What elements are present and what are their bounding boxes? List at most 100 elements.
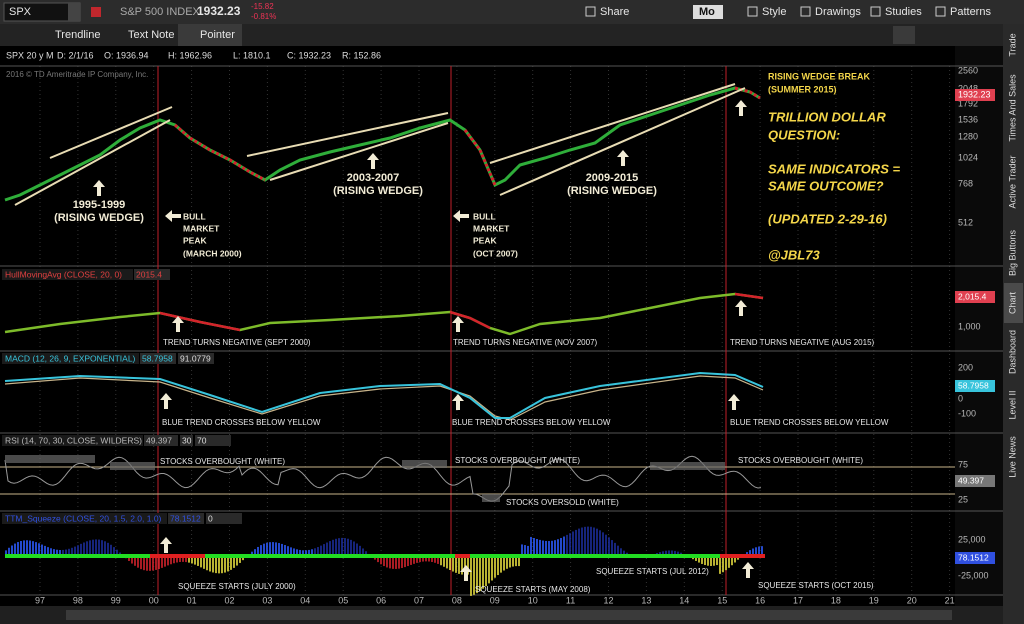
study-title-bg (2, 269, 133, 280)
study-value: 91.0779 (180, 353, 211, 363)
x-axis-label: 03 (262, 595, 272, 605)
drawing-tool[interactable]: Text Note (128, 29, 174, 41)
button-icon[interactable] (800, 6, 811, 17)
annotation: (UPDATED 2-29-16) (768, 211, 887, 226)
last-price: 1932.23 (197, 4, 241, 18)
rsi-zone (402, 460, 447, 468)
x-axis-label: 06 (376, 595, 386, 605)
side-tab[interactable]: Active Trader (1007, 155, 1017, 208)
study-axis-label: 75 (958, 459, 968, 469)
mode-button[interactable] (693, 5, 723, 19)
button-icon[interactable] (747, 6, 758, 17)
annotation: 1995-1999 (73, 199, 126, 211)
annotation: @JBL73 (768, 247, 820, 262)
up-arrow (735, 100, 747, 116)
rsi-zone (5, 455, 95, 463)
up-arrow (460, 565, 472, 581)
annotation: PEAK (183, 235, 207, 245)
study-title-bg (2, 513, 167, 524)
x-axis-label: 02 (224, 595, 234, 605)
symbol-description: S&P 500 INDEX (120, 6, 201, 18)
annotation: (OCT 2007) (473, 248, 518, 258)
x-axis-label: 19 (869, 595, 879, 605)
toolbar-button[interactable]: Drawings (815, 6, 861, 18)
toolbar-button[interactable]: Share (600, 6, 629, 18)
study-title: MACD (12, 26, 9, EXPONENTIAL) (5, 353, 136, 363)
drawing-tool[interactable]: Trendline (55, 29, 100, 41)
button-icon[interactable] (935, 6, 946, 17)
price-axis (955, 46, 1003, 606)
side-tab[interactable]: Dashboard (1007, 330, 1017, 374)
x-axis-label: 98 (73, 595, 83, 605)
chart-header: H: 1962.96 (168, 50, 212, 60)
scroll-thumb[interactable] (66, 610, 952, 620)
x-axis-label: 09 (490, 595, 500, 605)
annotation: (SUMMER 2015) (768, 84, 837, 94)
study-title: TTM_Squeeze (CLOSE, 20, 1.5, 2.0, 1.0) (5, 513, 162, 523)
price-tag-bg (955, 89, 995, 101)
study-axis-label: -100 (958, 408, 976, 418)
x-axis-label: 12 (603, 595, 613, 605)
x-axis-label: 14 (679, 595, 689, 605)
x-axis-label: 11 (566, 595, 575, 605)
study-title: RSI (14, 70, 30, CLOSE, WILDERS) (5, 435, 142, 445)
study-axis-label: 25,000 (958, 534, 986, 544)
layout-button[interactable] (893, 26, 915, 44)
side-tab[interactable]: Live News (1007, 436, 1017, 478)
x-axis-label: 13 (641, 595, 651, 605)
study-value: 49.397 (146, 435, 172, 445)
up-arrow (367, 153, 379, 169)
drawing-tool[interactable]: Pointer (200, 29, 235, 41)
study-axis-label: 1,000 (958, 321, 981, 331)
price-change: -15.82 (251, 2, 274, 11)
side-tab-bar (1003, 24, 1024, 624)
study-tag: 49.397 (958, 475, 984, 485)
study-axis-label: 0 (958, 393, 963, 403)
annotation: BULL (183, 211, 206, 221)
button-icon[interactable] (585, 6, 596, 17)
study-axis-label: 200 (958, 362, 973, 372)
copyright: 2016 © TD Ameritrade IP Company, Inc. (6, 70, 148, 79)
x-axis-label: 04 (300, 595, 310, 605)
x-axis-label: 15 (717, 595, 727, 605)
chart-header: C: 1932.23 (287, 50, 331, 60)
study-annotation: BLUE TREND CROSSES BELOW YELLOW (452, 418, 611, 427)
alert-icon[interactable] (91, 7, 101, 17)
top-bar (0, 0, 1024, 24)
annotation: (RISING WEDGE) (567, 185, 657, 197)
study-tag-bg (955, 552, 995, 564)
up-arrow (742, 562, 754, 578)
study-value: 30 (182, 435, 192, 445)
annotation: (MARCH 2000) (183, 248, 242, 258)
side-tab[interactable]: Times And Sales (1007, 74, 1017, 142)
side-tab[interactable]: Chart (1007, 292, 1017, 315)
study-annotation: STOCKS OVERBOUGHT (WHITE) (738, 456, 863, 465)
side-tab[interactable]: Trade (1007, 33, 1017, 56)
up-arrow (728, 394, 740, 410)
price-change-pct: -0.81% (251, 12, 276, 21)
x-axis-label: 18 (831, 595, 841, 605)
price-candles (4, 86, 761, 202)
study-tag: 58.7958 (958, 380, 989, 390)
study-value: 2015.4 (136, 269, 162, 279)
side-tab[interactable]: Level II (1007, 390, 1017, 419)
annotation: RISING WEDGE BREAK (768, 71, 871, 81)
study-annotation: STOCKS OVERSOLD (WHITE) (506, 498, 619, 507)
chart-area (0, 46, 1003, 624)
symbol-dropdown[interactable] (68, 3, 80, 21)
study-annotation: BLUE TREND CROSSES BELOW YELLOW (162, 418, 321, 427)
wedge-lines (14, 83, 746, 206)
toolbar-button[interactable]: Patterns (950, 6, 991, 18)
study-value-bg (206, 513, 242, 524)
annotation: MARKET (473, 223, 510, 233)
study-value-bg (180, 435, 193, 446)
annotation: MARKET (183, 223, 220, 233)
annotation: SAME OUTCOME? (768, 178, 884, 193)
toolbar-button[interactable]: Style (762, 6, 786, 18)
study-value: 78.1512 (170, 513, 201, 523)
side-tab[interactable]: Big Buttons (1007, 229, 1017, 276)
toolbar-button[interactable]: Studies (885, 6, 922, 18)
study-value: 70 (197, 435, 207, 445)
annotation: QUESTION: (768, 127, 840, 142)
button-icon[interactable] (870, 6, 881, 17)
